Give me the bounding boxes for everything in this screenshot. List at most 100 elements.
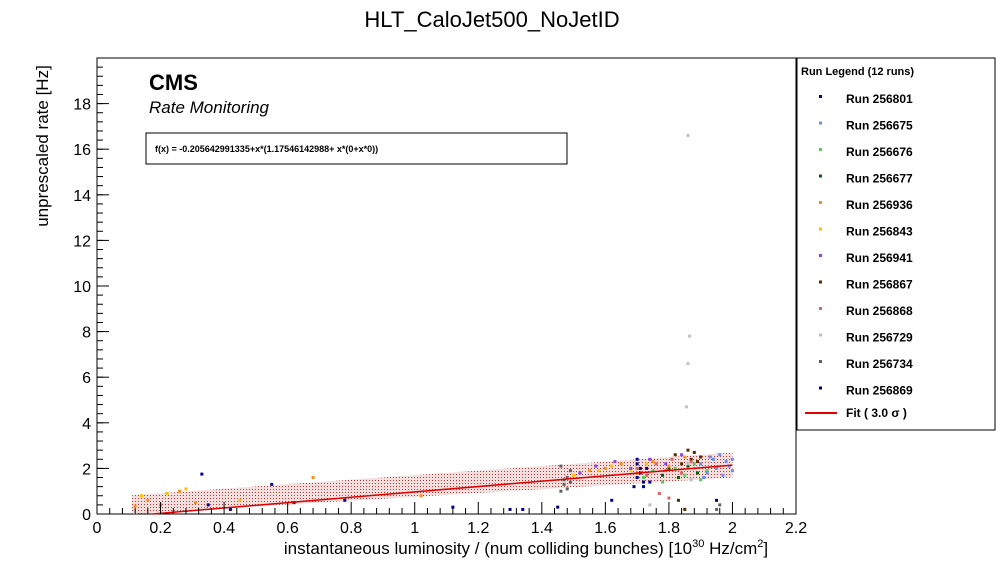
x-tick-label: 1.6 [594,520,616,537]
data-point [165,491,169,495]
data-point [724,460,728,464]
data-point [635,466,639,470]
legend-label: Run 256867 [846,278,913,292]
legend-marker [819,121,822,125]
data-point [657,491,661,495]
data-point [689,457,693,461]
data-point [508,507,512,511]
data-point [680,471,684,475]
data-point [629,466,633,470]
legend-marker [819,333,822,337]
legend-item: Run 256729 [819,331,913,345]
legend-label: Run 256941 [846,251,913,265]
legend-label: Run 256676 [846,145,913,159]
fit-line [152,464,733,515]
data-point [562,482,566,486]
rate-monitoring-label: Rate Monitoring [149,98,270,117]
legend-item: Run 256676 [819,145,913,159]
y-tick-label: 0 [82,507,91,524]
series-run-256941 [578,453,684,475]
chart-title: HLT_CaloJet500_NoJetID [364,7,619,32]
data-point [635,476,639,480]
x-tick-label: 1.4 [531,520,553,537]
data-point [559,489,563,493]
legend-label: Run 256936 [846,198,913,212]
x-tick-label: 0.2 [149,520,171,537]
data-point [632,485,636,489]
data-point [686,362,690,366]
series-run-256867 [673,448,703,511]
data-point [684,405,688,409]
fit-formula: f(x) = -0.205642991335+x*(1.17546142988+… [155,144,378,154]
x-tick-label: 1 [410,520,419,537]
data-point [419,494,423,498]
x-axis-label: instantaneous luminosity / (num collidin… [284,538,768,558]
x-tick-label: 0 [93,520,102,537]
data-point [206,503,210,507]
y-tick-label: 6 [82,370,91,387]
data-point [686,462,690,466]
data-point [139,494,143,498]
data-point [568,469,572,473]
data-point [708,455,712,459]
legend-marker [819,148,822,151]
x-axis: 0 0.2 0.4 0.6 0.8 1 1.2 1.4 1.6 1.8 2 2.2 [93,502,807,537]
data-point [635,457,639,461]
data-point [565,487,569,491]
series-run-256869 [508,462,719,511]
data-point [193,501,197,505]
x-tick-label: 1.8 [658,520,680,537]
plot-frame [96,57,797,515]
legend-marker [819,174,822,178]
data-point [641,480,645,484]
y-axis: 0 2 4 6 8 10 12 14 16 18 [73,57,109,524]
series-run-256843 [139,462,649,502]
y-tick-label: 4 [82,416,91,433]
legend-item: Run 256868 [819,304,913,318]
data-point [619,462,623,466]
legend-marker [819,307,822,310]
data-point [638,466,642,470]
data-point [587,469,591,473]
data-point [648,480,652,484]
legend-box [796,57,996,431]
legend-label: Run 256734 [846,357,913,371]
legend-marker [819,280,822,284]
data-point [178,489,182,493]
legend-marker [819,360,822,363]
data-point [648,503,652,507]
data-point [692,462,696,466]
data-point [578,471,582,475]
data-points [133,134,734,511]
data-point [699,455,703,459]
data-point [683,455,687,459]
legend-entries: Run 256801 Run 256675 Run 256676 Run 256677… [805,92,913,420]
legend-item: Run 256677 [819,172,913,186]
data-point [184,487,188,491]
data-point [603,466,607,470]
data-point [613,460,617,464]
data-point [200,472,204,476]
data-point [651,460,655,464]
data-point [673,466,677,470]
data-point [610,498,614,502]
data-point [343,498,347,502]
data-point [597,469,601,473]
data-point [676,498,680,502]
legend-item: Run 256675 [819,119,913,133]
data-point [664,462,668,466]
data-point [705,469,709,473]
data-point [673,453,677,457]
data-point [629,469,633,473]
y-tick-label: 8 [82,325,91,342]
data-point [594,464,598,468]
data-point [696,471,700,475]
data-point [718,503,722,507]
series-run-256675 [699,453,734,480]
data-point [711,457,715,461]
data-point [721,473,725,477]
legend-item: Run 256936 [819,198,913,212]
cms-label: CMS [149,70,198,95]
data-point [648,457,652,461]
